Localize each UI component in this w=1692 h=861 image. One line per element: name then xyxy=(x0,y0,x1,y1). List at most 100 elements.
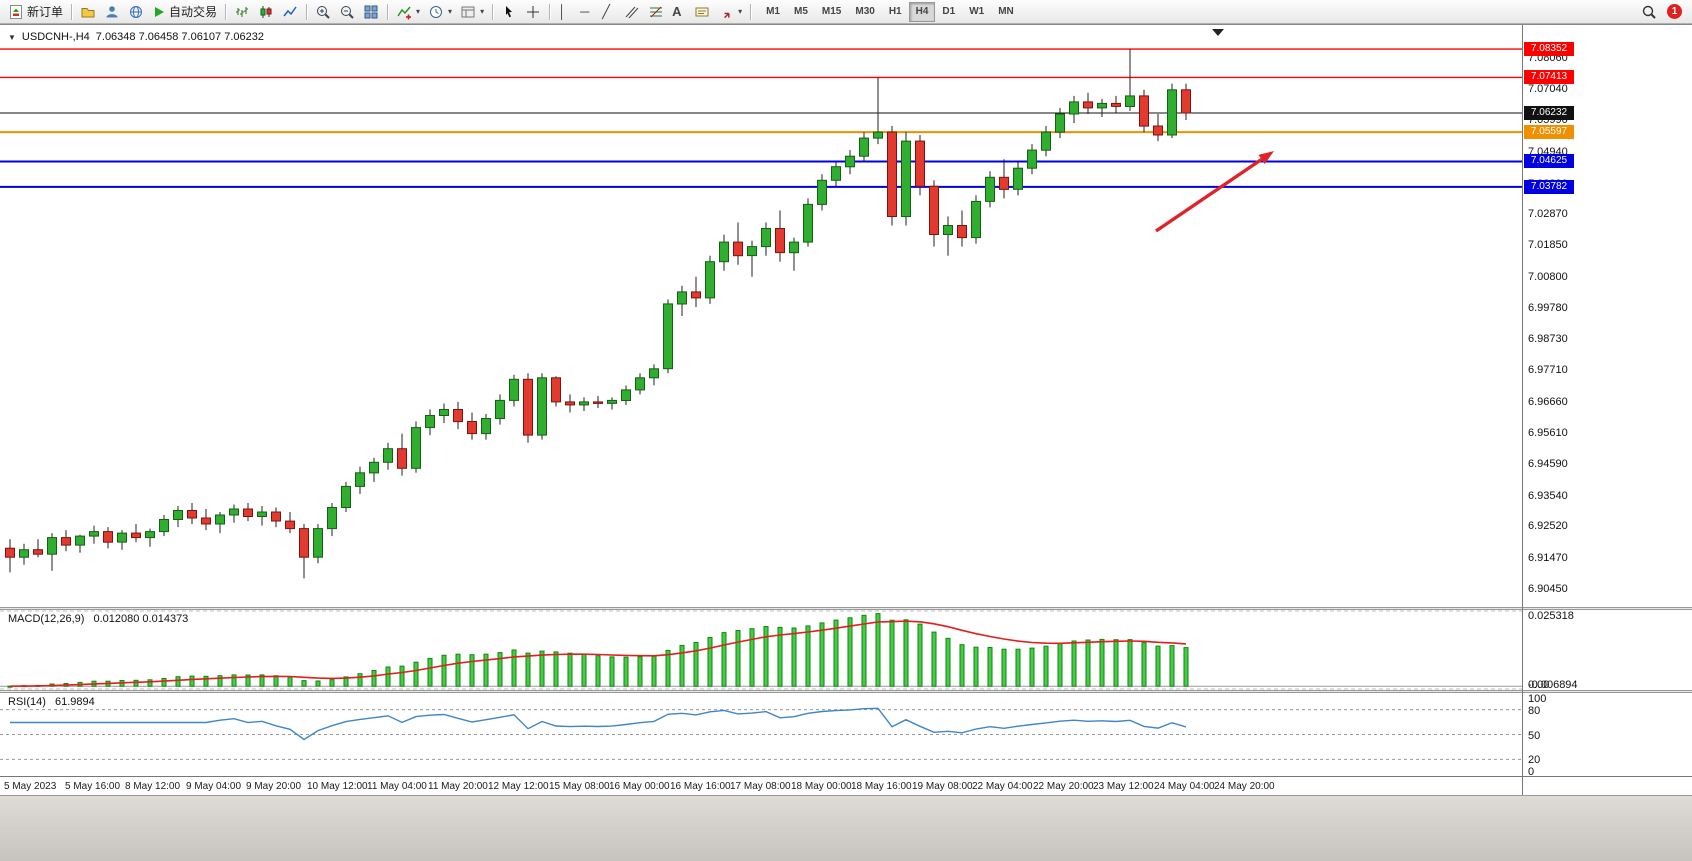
macd-histogram-bar xyxy=(287,676,293,687)
candle xyxy=(523,378,533,436)
timeframe-button-m1[interactable]: M1 xyxy=(759,2,787,22)
notification-badge[interactable]: 1 xyxy=(1667,4,1682,19)
candle xyxy=(971,200,981,239)
time-axis[interactable]: 5 May 2023 5 May 16:00 8 May 12:00 9 May 04… xyxy=(0,776,1692,796)
autotrading-label: 自动交易 xyxy=(169,5,218,19)
timeframe-button-h1[interactable]: H1 xyxy=(882,2,909,22)
time-tick-label: 16 May 16:00 xyxy=(670,781,731,792)
indicators-button[interactable]: ▾ xyxy=(392,2,424,22)
candle xyxy=(691,291,701,299)
fibonacci-button[interactable] xyxy=(644,2,668,22)
zoom-out-button[interactable] xyxy=(335,2,359,22)
macd-histogram-bar xyxy=(903,619,909,687)
bar-chart-button[interactable] xyxy=(230,2,254,22)
price-line-badge: 7.08352 xyxy=(1524,42,1574,56)
timeframe-button-h4[interactable]: H4 xyxy=(908,1,936,22)
candle xyxy=(89,531,99,537)
price-tick-label: 7.07040 xyxy=(1528,83,1568,95)
timeframe-button-m15[interactable]: M15 xyxy=(815,2,848,22)
timeframe-button-m30[interactable]: M30 xyxy=(848,2,881,22)
cursor-button[interactable] xyxy=(497,2,521,22)
macd-histogram-bar xyxy=(469,654,475,687)
rsi-label: RSI(14) xyxy=(8,696,46,708)
arrows-button[interactable]: ▾ xyxy=(714,2,746,22)
trendline-button[interactable]: ╱ xyxy=(598,2,620,22)
macd-histogram-bar xyxy=(161,678,167,687)
search-button[interactable] xyxy=(1637,2,1661,22)
zoom-in-icon xyxy=(317,5,330,19)
panel-splitter[interactable] xyxy=(0,607,1692,610)
chevron-down-icon: ▾ xyxy=(738,7,743,16)
label-button[interactable] xyxy=(690,2,714,22)
autotrading-button[interactable]: 自动交易 xyxy=(148,2,221,22)
price-line-badge: 7.06232 xyxy=(1524,106,1574,120)
candle xyxy=(1167,89,1177,136)
candle xyxy=(201,517,211,525)
new-order-button[interactable]: 新订单 xyxy=(4,2,67,22)
collapse-triangle-icon[interactable]: ▼ xyxy=(8,32,16,42)
mql5-button[interactable] xyxy=(124,2,148,22)
candle xyxy=(761,228,771,248)
main-chart-panel[interactable]: ▼ USDCNH-,H4 7.06348 7.06458 7.06107 7.0… xyxy=(0,25,1522,607)
timeframe-button-m5[interactable]: M5 xyxy=(787,2,815,22)
macd-histogram-bar xyxy=(315,680,321,687)
crosshair-button[interactable] xyxy=(521,2,545,22)
price-tick-label: 6.98730 xyxy=(1528,333,1568,345)
candle xyxy=(663,303,673,370)
zoom-in-button[interactable] xyxy=(311,2,335,22)
timeframe-button-w1[interactable]: W1 xyxy=(962,2,991,22)
periods-button[interactable]: ▾ xyxy=(424,2,456,22)
price-line-badge: 7.04625 xyxy=(1524,154,1574,168)
macd-histogram-bar xyxy=(679,644,685,687)
trend-arrow-head[interactable] xyxy=(1258,151,1275,164)
tile-windows-button[interactable] xyxy=(359,2,383,22)
macd-histogram-bar xyxy=(1071,640,1077,687)
macd-histogram-bar xyxy=(581,653,587,687)
horizontal-line-button[interactable]: ─ xyxy=(576,2,598,22)
macd-histogram-bar xyxy=(175,676,181,687)
candlestick-chart xyxy=(0,29,1522,579)
community-button[interactable] xyxy=(100,2,124,22)
macd-histogram-bar xyxy=(1001,648,1007,687)
price-tick-label: 6.97710 xyxy=(1528,364,1568,376)
macd-histogram-bar xyxy=(945,637,951,687)
vertical-line-button[interactable]: │ xyxy=(554,2,576,22)
time-tick-label: 15 May 08:00 xyxy=(549,781,610,792)
chart-shift-marker[interactable] xyxy=(1212,29,1224,36)
candle xyxy=(425,415,435,429)
candle xyxy=(789,241,799,254)
macd-histogram-bar xyxy=(273,675,279,687)
line-chart-button[interactable] xyxy=(278,2,302,22)
candle xyxy=(943,225,953,235)
candle xyxy=(243,508,253,517)
candle xyxy=(929,185,939,236)
candle xyxy=(1083,101,1093,109)
macd-histogram-bar xyxy=(483,653,489,687)
macd-histogram-bar xyxy=(1057,643,1063,687)
candle xyxy=(915,140,925,187)
trendline-icon: ╱ xyxy=(602,4,610,19)
candle xyxy=(677,291,687,305)
macd-panel[interactable]: MACD(12,26,9) 0.012080 0.014373 xyxy=(0,610,1522,690)
timeframe-button-mn[interactable]: MN xyxy=(991,2,1021,22)
macd-histogram-bar xyxy=(959,644,965,687)
timeframe-button-d1[interactable]: D1 xyxy=(935,2,962,22)
text-button[interactable]: A xyxy=(668,2,690,22)
candlestick-chart-button[interactable] xyxy=(254,2,278,22)
price-axis[interactable]: 7.080607.070407.059907.049407.038907.028… xyxy=(1522,25,1692,796)
trend-arrow-annotation[interactable] xyxy=(1155,157,1263,233)
chevron-down-icon: ▾ xyxy=(416,7,421,16)
macd-histogram-bar xyxy=(931,631,937,687)
macd-scale-label: 0.025318 xyxy=(1528,610,1574,622)
chart-ohlc-values: 7.06348 7.06458 7.06107 7.06232 xyxy=(95,31,264,43)
channel-button[interactable] xyxy=(620,2,644,22)
toolbar-separator xyxy=(492,3,494,20)
profiles-button[interactable] xyxy=(76,2,100,22)
time-tick-label: 18 May 00:00 xyxy=(791,781,852,792)
globe-icon xyxy=(130,5,143,18)
rsi-panel[interactable]: RSI(14) 61.9894 xyxy=(0,693,1522,776)
chevron-down-icon: ▾ xyxy=(448,7,453,16)
templates-button[interactable]: ▾ xyxy=(456,2,488,22)
panel-splitter[interactable] xyxy=(0,690,1692,693)
